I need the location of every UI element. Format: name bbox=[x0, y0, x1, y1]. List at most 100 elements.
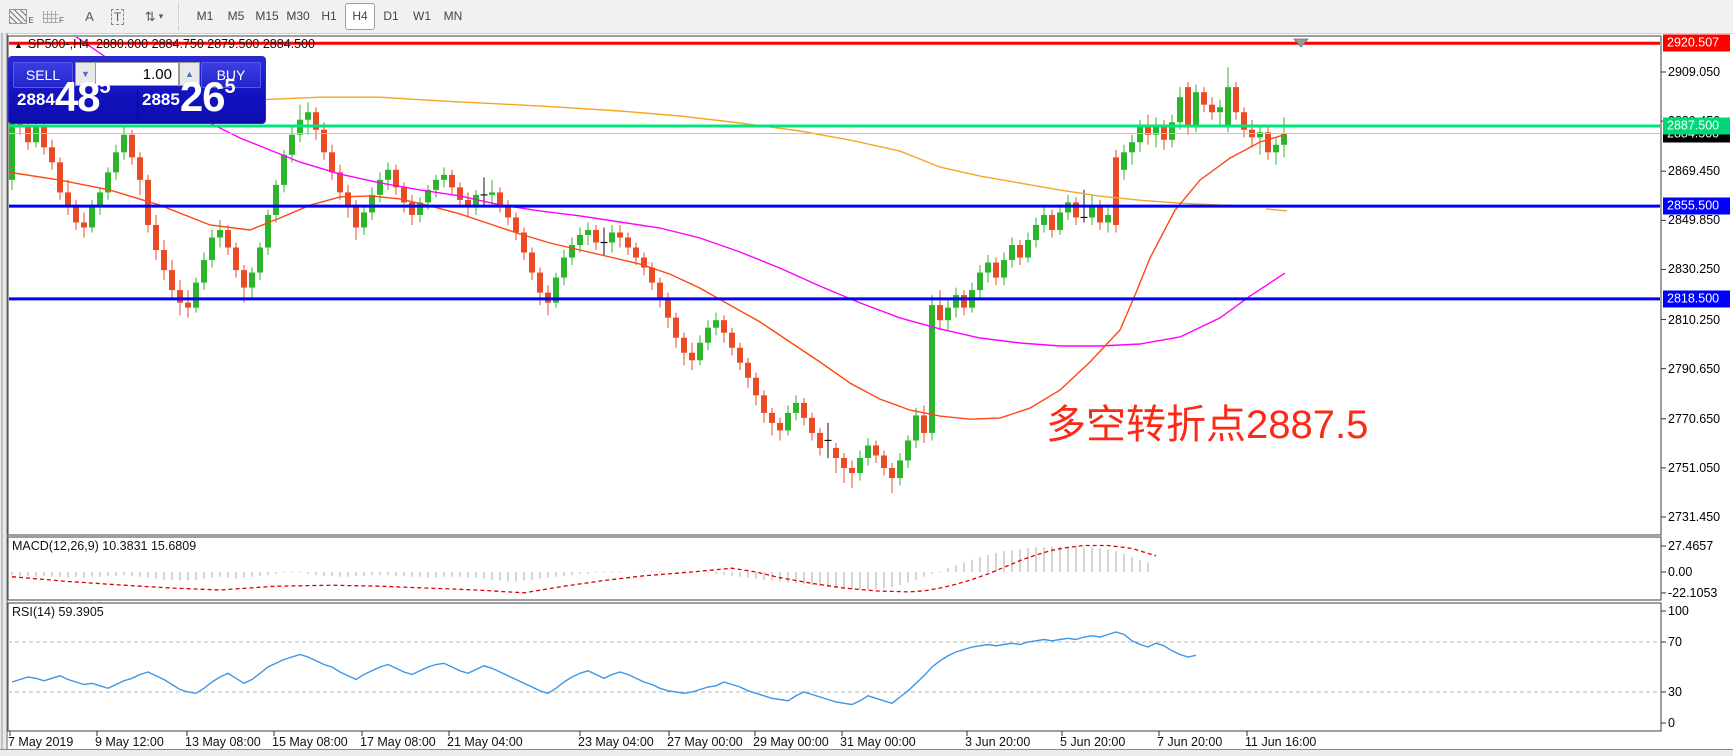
text-box-t-icon[interactable]: T bbox=[104, 4, 131, 29]
candle-body bbox=[681, 337, 687, 353]
time-label-7 Jun 20:00: 7 Jun 20:00 bbox=[1157, 735, 1223, 749]
candle-body bbox=[153, 224, 159, 251]
ma-orange-slow-tail bbox=[1265, 208, 1288, 212]
candle-body bbox=[521, 232, 527, 253]
candle-body bbox=[73, 204, 79, 223]
candle-body bbox=[961, 295, 967, 308]
price-badge-2920.507: 2920.507 bbox=[1663, 34, 1730, 52]
candle-body bbox=[609, 232, 615, 243]
hatch-glyph bbox=[9, 9, 28, 24]
candle-body bbox=[1201, 92, 1207, 105]
candle-body bbox=[353, 207, 359, 228]
candle-body bbox=[201, 260, 207, 283]
dots-glyph bbox=[43, 10, 59, 23]
candle-body bbox=[417, 202, 423, 215]
tf-button-m5[interactable]: M5 bbox=[227, 9, 245, 23]
candle-body bbox=[873, 445, 879, 456]
candle-body bbox=[281, 154, 287, 185]
sell-button[interactable]: SELL bbox=[13, 62, 73, 88]
candle-body bbox=[369, 194, 375, 213]
tf-button-d1[interactable]: D1 bbox=[383, 9, 399, 23]
candle-body bbox=[705, 327, 711, 343]
sell-price-quote[interactable]: 2884485 bbox=[17, 73, 111, 121]
up-triangle-icon: ▲ bbox=[14, 40, 23, 50]
price-label-2830.250: 2830.250 bbox=[1668, 262, 1721, 277]
candle-body bbox=[801, 402, 807, 418]
candle-body bbox=[257, 247, 263, 273]
candle-body bbox=[1009, 245, 1015, 261]
candle-body bbox=[745, 362, 751, 378]
candle-body bbox=[313, 112, 319, 130]
candle-body bbox=[713, 320, 719, 328]
candle-body bbox=[593, 229, 599, 243]
candle-body bbox=[273, 184, 279, 215]
chart-text-annotation: 多空转折点2887.5 bbox=[1046, 403, 1369, 447]
volume-increase-button[interactable]: ▲ bbox=[179, 62, 200, 86]
candle-body bbox=[633, 247, 639, 258]
chart-shift-marker-icon[interactable] bbox=[1293, 38, 1309, 48]
icon-sub-label: F bbox=[59, 16, 64, 25]
tf-button-m1[interactable]: M1 bbox=[196, 9, 214, 23]
candle-body bbox=[953, 295, 959, 308]
candle-body bbox=[1025, 240, 1031, 258]
price-label-2731.450: 2731.450 bbox=[1668, 509, 1721, 524]
chart-hatch-e-icon[interactable]: E bbox=[8, 4, 35, 29]
candle-body bbox=[537, 272, 543, 293]
candle-body bbox=[377, 179, 383, 195]
candle-body bbox=[1273, 144, 1279, 153]
candle-body bbox=[1097, 207, 1103, 223]
tf-button-m30[interactable]: M30 bbox=[286, 9, 310, 23]
time-label-23 May 04:00: 23 May 04:00 bbox=[578, 735, 654, 749]
tf-button-h1[interactable]: H1 bbox=[321, 9, 337, 23]
candle-body bbox=[505, 204, 511, 218]
candle-body bbox=[1073, 202, 1079, 218]
rsi-pane[interactable] bbox=[7, 602, 1662, 732]
rsi-axis-0: 0 bbox=[1668, 716, 1675, 730]
candle-body bbox=[1169, 122, 1175, 140]
macd-indicator-label: MACD(12,26,9) 10.3831 15.6809 bbox=[12, 539, 197, 553]
candle-body bbox=[689, 352, 695, 361]
candle-body bbox=[289, 134, 295, 155]
candle-body bbox=[1217, 107, 1223, 113]
candle-body bbox=[673, 317, 679, 338]
candle-body bbox=[1001, 260, 1007, 278]
tf-button-mn[interactable]: MN bbox=[443, 9, 463, 23]
volume-input[interactable] bbox=[95, 62, 179, 86]
candle-body bbox=[441, 174, 447, 180]
candle-body bbox=[321, 129, 327, 153]
rsi-line bbox=[11, 631, 1197, 706]
candle-body bbox=[209, 237, 215, 261]
time-label-9 May 12:00: 9 May 12:00 bbox=[95, 735, 164, 749]
buy-price-small: 2885 bbox=[142, 90, 180, 109]
t-glyph: T bbox=[110, 8, 125, 25]
tf-button-w1[interactable]: W1 bbox=[413, 9, 431, 23]
tf-button-m15[interactable]: M15 bbox=[255, 9, 279, 23]
candle-body bbox=[849, 468, 855, 474]
rsi-indicator-label: RSI(14) 59.3905 bbox=[12, 605, 104, 619]
candle-body bbox=[513, 217, 519, 233]
candle-body bbox=[1113, 157, 1119, 225]
sell-price-big: 48 bbox=[54, 73, 101, 120]
candle-body bbox=[1089, 207, 1095, 218]
panel-divider bbox=[137, 89, 138, 121]
candle-body bbox=[241, 270, 247, 288]
candle-body bbox=[433, 179, 439, 190]
buy-price-quote[interactable]: 2885265 bbox=[142, 73, 236, 121]
grid-f-icon[interactable]: F bbox=[40, 4, 67, 29]
candle-body bbox=[553, 277, 559, 303]
candle-body bbox=[921, 415, 927, 433]
candle-body bbox=[721, 320, 727, 333]
candle-body bbox=[945, 307, 951, 321]
macd-pane[interactable] bbox=[7, 536, 1662, 601]
tf-button-h4-active[interactable]: H4 bbox=[345, 3, 375, 30]
candle-body bbox=[121, 134, 127, 153]
text-a-icon[interactable]: A bbox=[76, 4, 103, 29]
time-label-11 Jun 16:00: 11 Jun 16:00 bbox=[1245, 735, 1317, 749]
arrows-dropdown-icon[interactable]: ⇅ ▾ bbox=[136, 4, 172, 29]
price-badge-2887.500: 2887.500 bbox=[1663, 117, 1730, 135]
candle-body bbox=[1265, 132, 1271, 153]
candle-body bbox=[817, 432, 823, 448]
buy-button[interactable]: BUY bbox=[201, 62, 261, 88]
chevron-down-icon: ▾ bbox=[158, 11, 164, 21]
